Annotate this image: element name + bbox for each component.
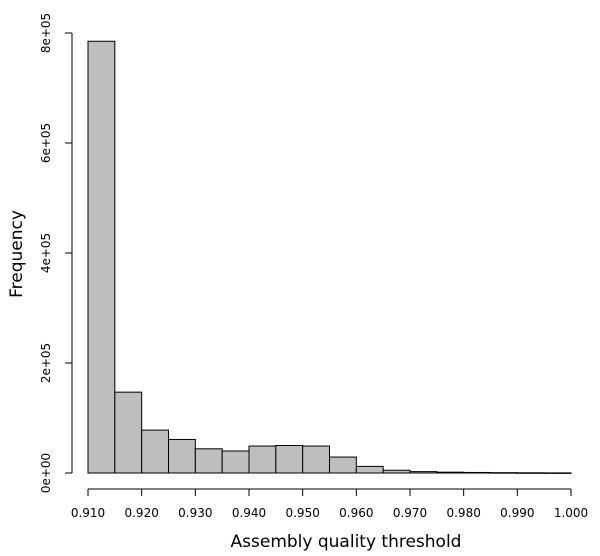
- x-tick-label: 1.000: [554, 506, 588, 520]
- histogram-bar-2: [141, 429, 170, 474]
- y-axis: 0e+00 2e+05 4e+05 6e+05 8e+05: [39, 13, 73, 493]
- x-tick-label: 0.930: [178, 506, 212, 520]
- y-tick-label: 8e+05: [39, 13, 53, 53]
- histogram-bar-3: [168, 438, 196, 474]
- histogram-bar-12: [409, 471, 438, 474]
- histogram-bar-6: [248, 445, 277, 474]
- x-tick-label: 0.970: [393, 506, 427, 520]
- histogram-bar-17: [543, 472, 572, 474]
- x-tick-label: 0.960: [339, 506, 373, 520]
- x-tick-label: 0.990: [500, 506, 534, 520]
- x-tick-label: 0.980: [446, 506, 480, 520]
- x-axis-title: Assembly quality threshold: [231, 532, 462, 552]
- y-tick-label: 4e+05: [39, 233, 53, 273]
- y-tick-label: 0e+00: [39, 453, 53, 493]
- histogram-bar-13: [436, 471, 465, 474]
- histogram-bar-16: [516, 472, 545, 474]
- y-tick-label: 2e+05: [39, 343, 53, 383]
- histogram-bar-1: [114, 391, 143, 474]
- histogram-bar-8: [302, 445, 330, 474]
- histogram-bar-10: [355, 465, 384, 474]
- x-axis: 0.910 0.920 0.930 0.940 0.950 0.960 0.970 0.980…: [71, 488, 588, 520]
- histogram-bars: [87, 40, 572, 474]
- histogram-bar-9: [329, 456, 357, 474]
- x-tick-label: 0.920: [124, 506, 158, 520]
- histogram-bar-4: [194, 448, 223, 474]
- histogram-bar-5: [221, 450, 250, 474]
- histogram-bar-14: [463, 471, 491, 474]
- histogram-bar-11: [382, 469, 411, 474]
- y-axis-title: Frequency: [7, 210, 27, 298]
- histogram-bar-15: [490, 472, 518, 474]
- y-tick-label: 6e+05: [39, 123, 53, 163]
- histogram-bar-0: [87, 40, 116, 474]
- x-tick-label: 0.910: [71, 506, 105, 520]
- histogram-bar-7: [275, 445, 304, 474]
- x-tick-label: 0.950: [285, 506, 319, 520]
- x-tick-label: 0.940: [232, 506, 266, 520]
